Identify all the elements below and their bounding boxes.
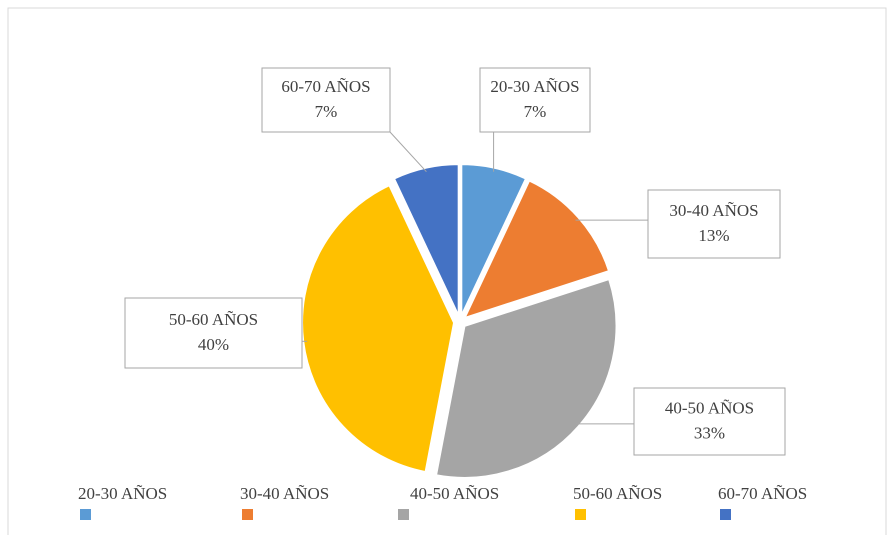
callout-box — [261, 67, 391, 133]
legend-swatch — [80, 509, 91, 520]
pie-slice — [462, 179, 611, 320]
callout-box — [633, 387, 786, 456]
leader-line — [389, 131, 427, 173]
data-label: 7% — [524, 102, 547, 121]
legend-swatch — [575, 509, 586, 520]
legend-swatch — [720, 509, 731, 520]
callout-box — [124, 297, 303, 369]
legend-swatch — [398, 509, 409, 520]
data-label: 7% — [315, 102, 338, 121]
legend-label: 20-30 AÑOS — [78, 484, 167, 503]
data-label-category: 50-60 AÑOS — [169, 310, 258, 329]
legend-label: 40-50 AÑOS — [410, 484, 499, 503]
pie-slice — [460, 163, 528, 317]
legend-label: 50-60 AÑOS — [573, 484, 662, 503]
legend-swatch — [242, 509, 253, 520]
callout-box — [647, 189, 781, 259]
pie-slice — [434, 277, 618, 479]
data-label: 33% — [694, 423, 725, 442]
pie-slice — [392, 163, 460, 317]
data-label-category: 30-40 AÑOS — [669, 201, 758, 220]
pie-slice — [301, 183, 456, 474]
callout-box — [479, 67, 591, 133]
legend-label: 60-70 AÑOS — [718, 484, 807, 503]
data-label: 13% — [698, 226, 729, 245]
legend-label: 30-40 AÑOS — [240, 484, 329, 503]
data-label: 40% — [198, 335, 229, 354]
data-label-category: 40-50 AÑOS — [665, 398, 754, 417]
data-label-category: 20-30 AÑOS — [490, 77, 579, 96]
data-label-category: 60-70 AÑOS — [281, 77, 370, 96]
